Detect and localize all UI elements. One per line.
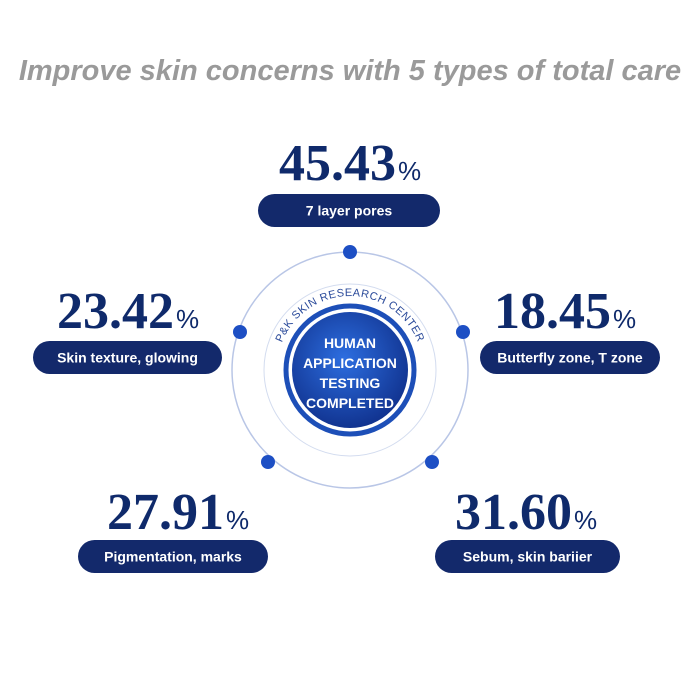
stat-unit: % [398, 156, 421, 186]
center-line: HUMAN [324, 335, 376, 351]
label-text: Skin texture, glowing [57, 350, 198, 366]
label-pill [480, 341, 660, 374]
label-text: Sebum, skin bariier [463, 549, 593, 565]
stat-number: 18.45 [494, 283, 611, 340]
stat-number: 23.42 [57, 283, 174, 340]
core-circle [292, 312, 408, 428]
label-pill [33, 341, 222, 374]
stat-number: 45.43 [279, 135, 396, 192]
dot [456, 325, 470, 339]
dot [233, 325, 247, 339]
stat-value: 45.43% [279, 135, 421, 192]
center-lines: HUMAN APPLICATION TESTING COMPLETED [303, 335, 397, 411]
dot [425, 455, 439, 469]
label-pill [258, 194, 440, 227]
stat-value: 18.45% [494, 283, 636, 340]
label-text: Butterfly zone, T zone [497, 350, 643, 366]
label-text: 7 layer pores [306, 203, 393, 219]
stat-unit: % [176, 304, 199, 334]
dot [261, 455, 275, 469]
label-pill [78, 540, 268, 573]
label-pill [435, 540, 620, 573]
center-line: APPLICATION [303, 355, 397, 371]
center-line: COMPLETED [306, 395, 394, 411]
stat-value: 31.60% [455, 484, 597, 541]
mid-ring [263, 283, 437, 457]
label-text: Pigmentation, marks [104, 549, 242, 565]
stat-unit: % [226, 505, 249, 535]
center-line: TESTING [320, 375, 381, 391]
items: 45.43% 7 layer pores 23.42% Skin texture, g… [33, 135, 660, 573]
title: Improve skin concerns with 5 types of to… [19, 55, 681, 87]
inner-ring [283, 303, 417, 437]
stat-value: 27.91% [107, 484, 249, 541]
stat-unit: % [574, 505, 597, 535]
dot [343, 245, 357, 259]
stat-number: 31.60 [455, 484, 572, 541]
ring-dots [233, 245, 470, 469]
stat-value: 23.42% [57, 283, 199, 340]
stat-unit: % [613, 304, 636, 334]
stat-number: 27.91 [107, 484, 224, 541]
